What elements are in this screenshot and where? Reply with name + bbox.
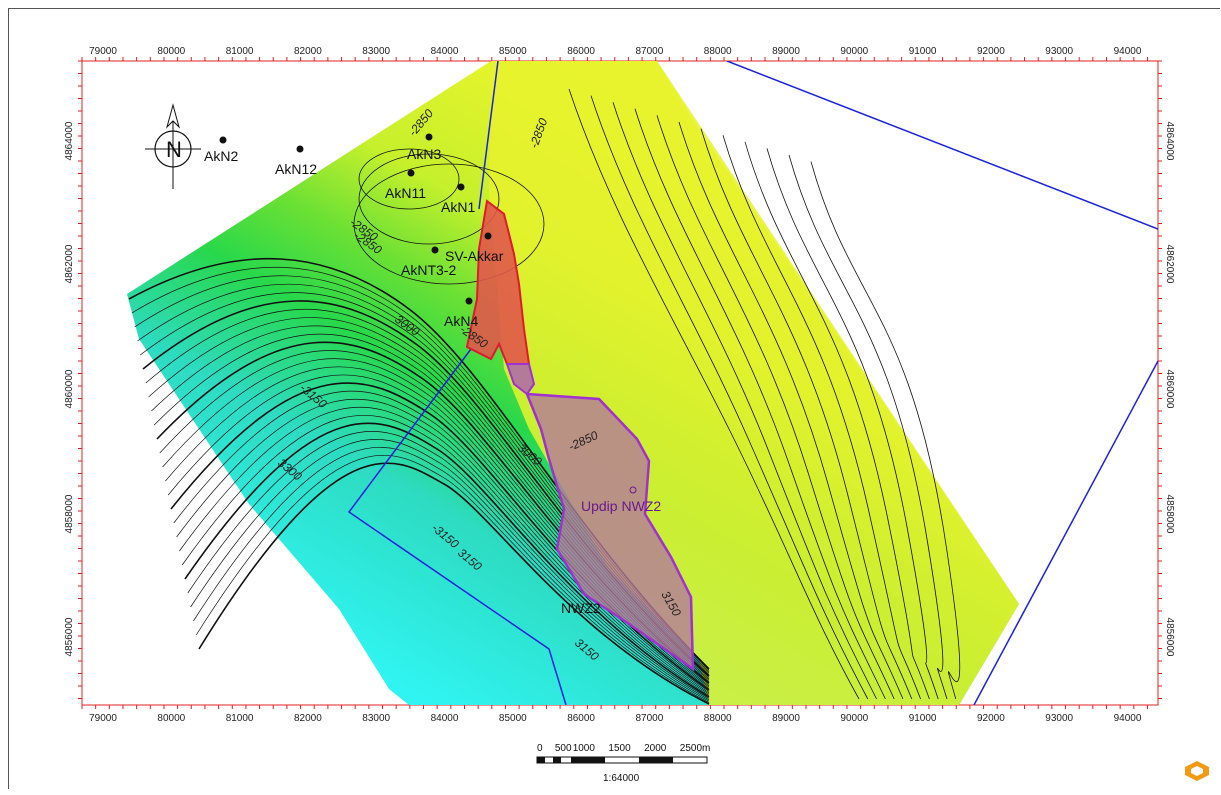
well-marker: AkNT3-2 [401,246,456,278]
y-tick-label: 4862000 [1164,245,1175,284]
x-axis-bottom: 79000 80000 81000 82000 83000 84000 85000 86000… [89,713,1142,724]
x-tick-label: 86000 [567,713,595,724]
x-tick-label: 88000 [704,46,732,57]
x-tick-label: 94000 [1114,46,1142,57]
scale-label: 500 [555,743,572,754]
x-tick-label: 79000 [89,713,117,724]
well-label: AkN4 [444,313,478,329]
well-marker: AkN11 [385,169,426,201]
x-tick-label: 90000 [840,713,868,724]
connector-polygon [505,363,536,396]
y-tick-label: 4856000 [1164,618,1175,657]
x-tick-label: 92000 [977,713,1005,724]
x-tick-label: 88000 [704,713,732,724]
x-tick-label: 82000 [294,713,322,724]
well-marker: SV-Akkar [445,232,504,264]
y-tick-label: 4856000 [64,617,75,656]
x-tick-label: 81000 [226,713,254,724]
x-tick-label: 81000 [226,46,254,57]
x-tick-label: 79000 [89,46,117,57]
well-marker: AkN12 [275,145,317,177]
x-tick-label: 87000 [635,713,663,724]
fault-lines [347,61,1158,705]
x-tick-label: 84000 [431,46,459,57]
scale-bar: 0 500 1000 1500 2000 2500m 1:64000 [536,743,711,784]
scale-label: 1000 [573,743,596,754]
well-marker: AkN1 [441,183,475,215]
well-label: AkN11 [385,185,426,201]
updip-nwz2-label: Updip NWZ2 [581,498,661,514]
y-axis-right: 4864000 4862000 4860000 4858000 4856000 [1164,122,1175,657]
x-tick-label: 87000 [635,46,663,57]
x-tick-label: 93000 [1045,713,1073,724]
updip-nwz2-polygon [525,392,695,672]
y-tick-label: 4860000 [64,369,75,408]
updip-nwz2-marker [629,486,637,494]
well-label: AkNT3-2 [401,262,456,278]
x-tick-label: 91000 [909,713,937,724]
frame-ticks [78,57,1162,709]
well-label: AkN1 [441,199,475,215]
x-tick-label: 94000 [1114,713,1142,724]
scale-label: 2000 [644,743,667,754]
x-tick-label: 89000 [772,713,800,724]
well-label: SV-Akkar [445,248,504,264]
x-tick-label: 91000 [909,46,937,57]
x-tick-label: 80000 [157,713,185,724]
scale-ratio: 1:64000 [603,773,640,784]
scale-label: 2500m [680,743,711,754]
x-tick-label: 80000 [157,46,185,57]
y-tick-label: 4858000 [1164,495,1175,534]
x-tick-label: 82000 [294,46,322,57]
well-label: AkN3 [407,146,441,162]
map-frame: 79000 80000 81000 82000 83000 84000 85000 86000… [8,8,1220,789]
petrel-logo [1185,761,1209,781]
x-tick-label: 85000 [499,713,527,724]
map-canvas: 79000 80000 81000 82000 83000 84000 85000 86000… [64,46,1209,784]
y-tick-label: 4858000 [64,494,75,533]
well-label: AkN2 [204,148,238,164]
x-tick-label: 93000 [1045,46,1073,57]
nwz2-label: NWZ2 [561,600,601,616]
scale-label: 1500 [608,743,631,754]
y-axis-left: 4864000 4862000 4860000 4858000 4856000 [64,121,75,656]
well-marker: AkN2 [204,136,238,164]
x-tick-label: 86000 [567,46,595,57]
x-tick-label: 89000 [772,46,800,57]
well-label: AkN12 [275,161,317,177]
y-tick-label: 4864000 [1164,122,1175,161]
north-arrow-icon: N [145,103,201,189]
x-tick-label: 85000 [499,46,527,57]
y-tick-label: 4862000 [64,244,75,283]
y-tick-label: 4860000 [1164,370,1175,409]
x-tick-label: 90000 [840,46,868,57]
x-tick-label: 84000 [431,713,459,724]
x-tick-label: 92000 [977,46,1005,57]
x-tick-label: 83000 [362,46,390,57]
y-tick-label: 4864000 [64,121,75,160]
x-axis-top: 79000 80000 81000 82000 83000 84000 85000 86000… [89,46,1142,57]
svg-text:N: N [166,137,182,162]
x-tick-label: 83000 [362,713,390,724]
well-marker: AkN4 [444,297,478,329]
well-marker: AkN3 [407,133,441,162]
scale-label: 0 [537,743,543,754]
